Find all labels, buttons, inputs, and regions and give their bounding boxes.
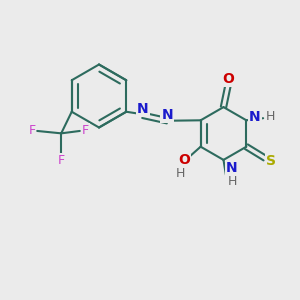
Text: F: F xyxy=(82,124,89,137)
Text: F: F xyxy=(58,154,65,167)
Text: O: O xyxy=(178,153,190,167)
Text: H: H xyxy=(176,167,185,180)
Text: N: N xyxy=(162,108,173,122)
Text: N: N xyxy=(226,161,238,175)
Text: N: N xyxy=(137,102,148,116)
Text: H: H xyxy=(266,110,275,123)
Text: O: O xyxy=(222,72,234,86)
Text: F: F xyxy=(28,124,35,137)
Text: S: S xyxy=(266,154,276,168)
Text: H: H xyxy=(228,175,237,188)
Text: N: N xyxy=(249,110,261,124)
